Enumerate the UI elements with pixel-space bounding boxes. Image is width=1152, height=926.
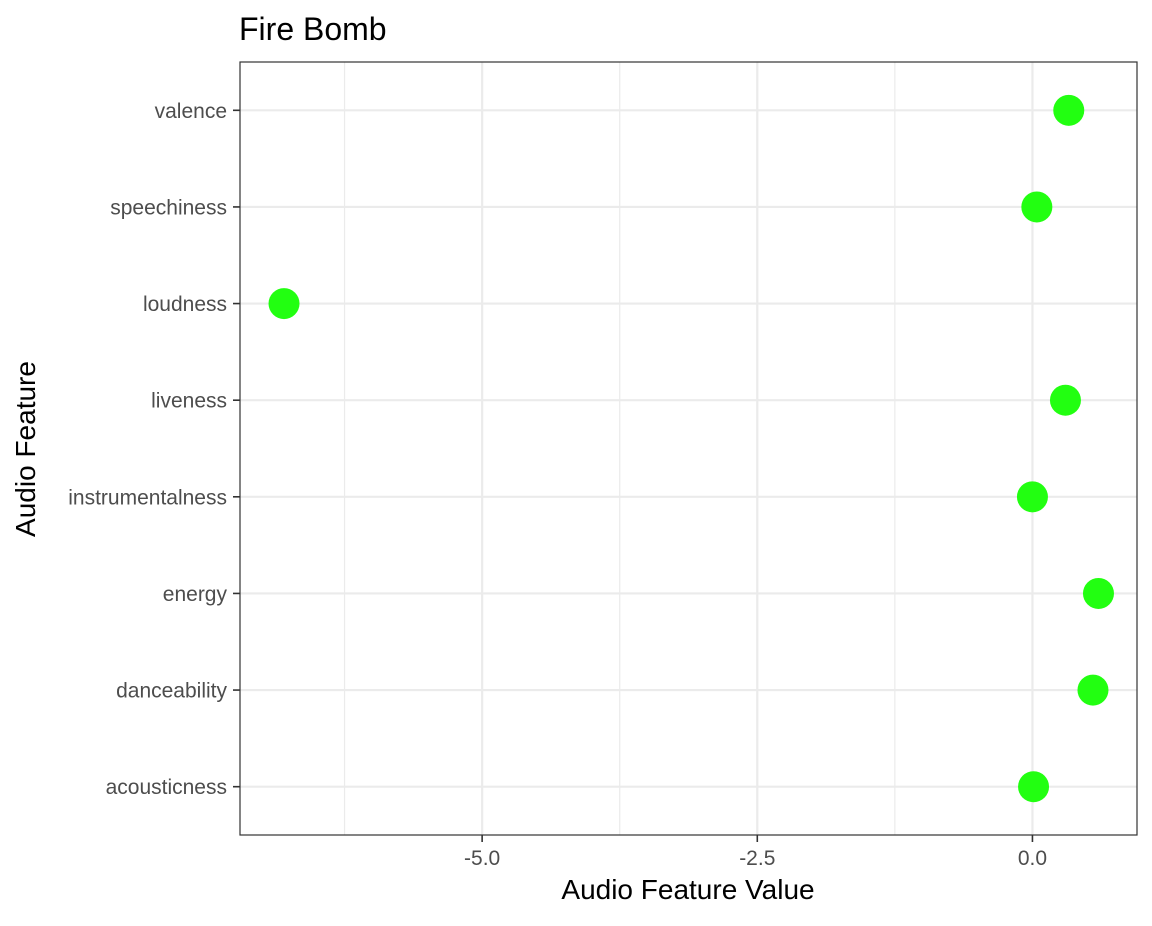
- x-axis: -5.0 -2.5 0.0: [464, 835, 1047, 870]
- x-axis-title: Audio Feature Value: [561, 874, 814, 905]
- y-tick-label-instrumentalness: instrumentalness: [68, 486, 227, 509]
- point-valence: [1053, 94, 1085, 126]
- y-tick-label-valence: valence: [155, 100, 227, 123]
- y-axis: acousticness danceability energy instrument…: [68, 100, 240, 799]
- x-tick-label-0: -5.0: [464, 847, 500, 870]
- x-tick-label-1: -2.5: [739, 847, 775, 870]
- y-tick-label-speechiness: speechiness: [110, 196, 227, 219]
- point-speechiness: [1021, 191, 1053, 223]
- y-tick-label-liveness: liveness: [151, 390, 227, 413]
- x-tick-label-2: 0.0: [1018, 847, 1047, 870]
- point-loudness: [268, 288, 300, 320]
- y-tick-label-danceability: danceability: [116, 680, 227, 703]
- point-liveness: [1049, 384, 1081, 416]
- point-instrumentalness: [1016, 481, 1048, 513]
- data-points: [268, 94, 1114, 803]
- minor-gridlines: [343, 62, 896, 835]
- chart-title: Fire Bomb: [239, 11, 387, 47]
- major-gridlines: [240, 62, 1137, 835]
- plot-panel-background: [240, 62, 1137, 835]
- point-danceability: [1077, 674, 1109, 706]
- y-tick-label-loudness: loudness: [143, 293, 227, 316]
- point-energy: [1082, 577, 1114, 609]
- plot-panel-border: [239, 61, 1138, 836]
- point-acousticness: [1018, 771, 1050, 803]
- y-axis-title: Audio Feature: [10, 361, 41, 537]
- y-tick-label-acousticness: acousticness: [106, 776, 227, 799]
- y-tick-label-energy: energy: [163, 583, 228, 606]
